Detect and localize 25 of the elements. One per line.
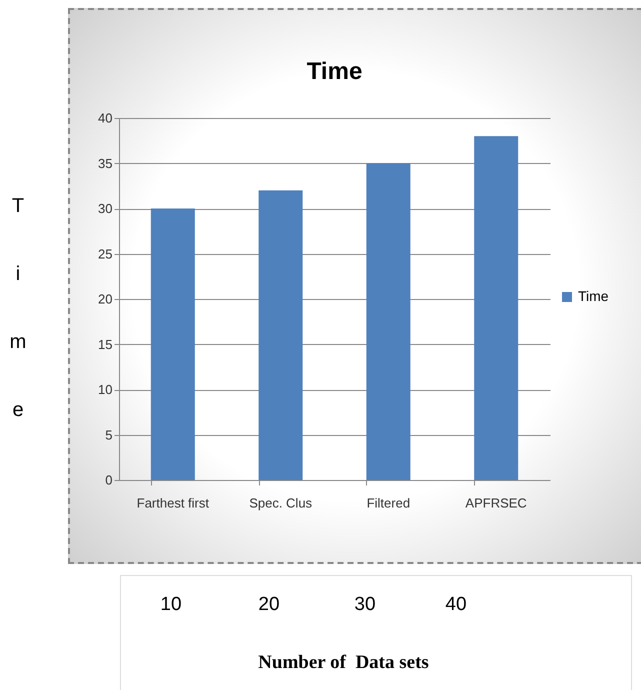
legend-label: Time <box>578 288 609 304</box>
y-tick-label: 40 <box>98 110 112 126</box>
x-tick-label: Spec. Clus <box>249 496 313 510</box>
y-tick-label: 25 <box>98 246 112 262</box>
x-tick-label: Farthest first <box>136 496 210 510</box>
y-tick-label: 5 <box>105 427 112 442</box>
text: Time <box>10 195 26 421</box>
y-tick-label: 0 <box>105 472 112 488</box>
y-tick-label: 15 <box>98 336 112 352</box>
text: Number of Data sets <box>257 652 430 674</box>
x-tick-label: APFRSEC <box>465 496 527 510</box>
bar <box>150 208 195 480</box>
y-tick-label: 30 <box>98 201 112 216</box>
y-tick-label: 20 <box>98 292 112 306</box>
y-tick-label: 35 <box>98 156 112 171</box>
bar <box>258 190 303 480</box>
text: 40 <box>445 594 467 616</box>
y-tick-label: 10 <box>98 382 112 397</box>
chart-title: Time <box>306 58 362 85</box>
text: 30 <box>354 594 376 616</box>
text: 20 <box>258 594 280 616</box>
bar <box>366 163 410 480</box>
x-tick-label: Filtered <box>366 496 410 510</box>
text: 10 <box>160 594 182 616</box>
bar <box>474 136 518 480</box>
